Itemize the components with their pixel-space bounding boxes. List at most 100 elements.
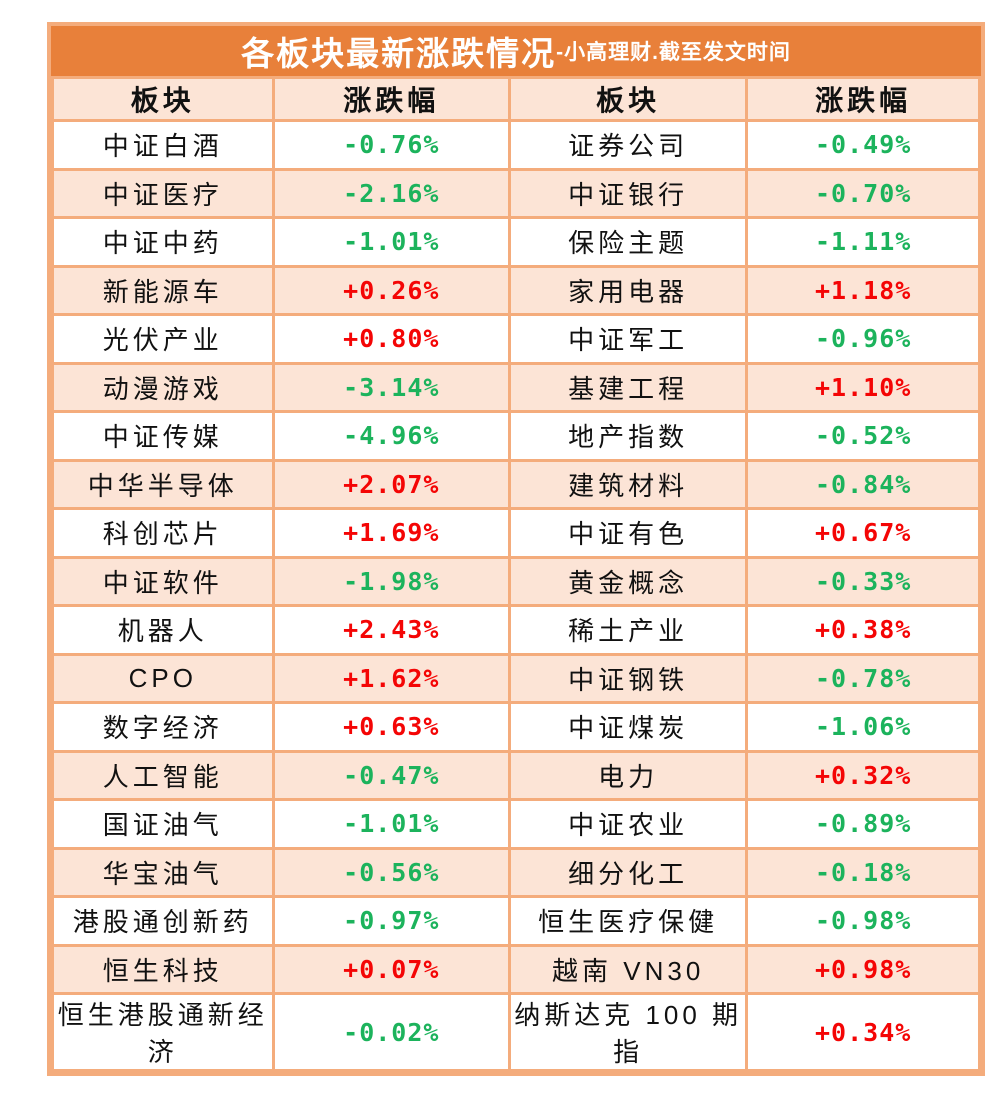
sector-cell-left: 中证医疗	[51, 167, 275, 219]
change-cell-left: -0.76%	[271, 119, 512, 171]
sector-cell-left: CPO	[51, 652, 275, 704]
change-cell-left: +0.26%	[271, 264, 512, 316]
col-header-sector-left: 板块	[51, 76, 275, 122]
table-row: 中华半导体 +2.07% 建筑材料 -0.84%	[51, 458, 981, 510]
table-row: 动漫游戏 -3.14% 基建工程 +1.10%	[51, 361, 981, 413]
change-cell-left: -2.16%	[271, 167, 512, 219]
change-cell-right: -0.98%	[745, 895, 981, 947]
change-cell-right: -0.89%	[745, 798, 981, 850]
sector-cell-right: 基建工程	[507, 361, 749, 413]
table-row: 港股通创新药 -0.97% 恒生医疗保健 -0.98%	[51, 895, 981, 947]
change-cell-right: -0.18%	[745, 846, 981, 898]
sector-cell-right: 中证煤炭	[507, 701, 749, 753]
col-header-change-left: 涨跌幅	[271, 76, 512, 122]
change-cell-right: +0.34%	[745, 992, 981, 1072]
sector-performance-table: 各板块最新涨跌情况 -小高理财.截至发文时间 板块 涨跌幅 板块 涨跌幅 中证白酒…	[47, 22, 985, 1076]
table-body: 中证白酒 -0.76% 证券公司 -0.49% 中证医疗 -2.16% 中证银行…	[51, 119, 981, 1072]
header-row: 板块 涨跌幅 板块 涨跌幅	[51, 76, 981, 122]
change-cell-right: +0.32%	[745, 749, 981, 801]
change-cell-left: +2.07%	[271, 458, 512, 510]
sector-cell-right: 证券公司	[507, 119, 749, 171]
sector-cell-right: 黄金概念	[507, 555, 749, 607]
change-cell-right: -0.49%	[745, 119, 981, 171]
change-cell-right: -0.70%	[745, 167, 981, 219]
table-title-bar: 各板块最新涨跌情况 -小高理财.截至发文时间	[51, 26, 981, 76]
change-cell-right: -1.11%	[745, 216, 981, 268]
table-row: 中证中药 -1.01% 保险主题 -1.11%	[51, 216, 981, 268]
table-row: CPO +1.62% 中证钢铁 -0.78%	[51, 652, 981, 704]
col-header-sector-right: 板块	[507, 76, 749, 122]
change-cell-left: +1.69%	[271, 507, 512, 559]
change-cell-right: +0.38%	[745, 604, 981, 656]
sector-cell-right: 中证农业	[507, 798, 749, 850]
sector-cell-right: 保险主题	[507, 216, 749, 268]
sector-cell-left: 恒生港股通新经济	[51, 992, 275, 1072]
change-cell-left: -1.98%	[271, 555, 512, 607]
table-row: 光伏产业 +0.80% 中证军工 -0.96%	[51, 313, 981, 365]
change-cell-left: +0.07%	[271, 943, 512, 995]
sector-cell-right: 中证钢铁	[507, 652, 749, 704]
sector-cell-left: 中证白酒	[51, 119, 275, 171]
table-row: 中证医疗 -2.16% 中证银行 -0.70%	[51, 167, 981, 219]
sector-cell-right: 中证银行	[507, 167, 749, 219]
sector-cell-left: 中证传媒	[51, 410, 275, 462]
change-cell-left: -3.14%	[271, 361, 512, 413]
table-row: 科创芯片 +1.69% 中证有色 +0.67%	[51, 507, 981, 559]
table-row: 中证传媒 -4.96% 地产指数 -0.52%	[51, 410, 981, 462]
col-header-change-right: 涨跌幅	[745, 76, 981, 122]
sector-cell-left: 人工智能	[51, 749, 275, 801]
change-cell-left: -1.01%	[271, 216, 512, 268]
sector-cell-left: 恒生科技	[51, 943, 275, 995]
sector-cell-right: 中证有色	[507, 507, 749, 559]
change-cell-right: -0.78%	[745, 652, 981, 704]
sector-cell-left: 光伏产业	[51, 313, 275, 365]
sector-cell-left: 数字经济	[51, 701, 275, 753]
sector-cell-right: 纳斯达克 100 期指	[507, 992, 749, 1072]
table-row: 恒生科技 +0.07% 越南 VN30 +0.98%	[51, 943, 981, 995]
sector-cell-right: 建筑材料	[507, 458, 749, 510]
change-cell-right: -0.84%	[745, 458, 981, 510]
sector-cell-right: 地产指数	[507, 410, 749, 462]
table-row: 人工智能 -0.47% 电力 +0.32%	[51, 749, 981, 801]
sector-cell-left: 动漫游戏	[51, 361, 275, 413]
sector-table: 板块 涨跌幅 板块 涨跌幅 中证白酒 -0.76% 证券公司 -0.49% 中证…	[51, 76, 981, 1072]
sector-cell-left: 机器人	[51, 604, 275, 656]
table-row: 恒生港股通新经济 -0.02% 纳斯达克 100 期指 +0.34%	[51, 992, 981, 1072]
change-cell-left: -0.47%	[271, 749, 512, 801]
table-row: 中证白酒 -0.76% 证券公司 -0.49%	[51, 119, 981, 171]
change-cell-right: +1.18%	[745, 264, 981, 316]
sector-cell-right: 恒生医疗保健	[507, 895, 749, 947]
change-cell-right: +0.67%	[745, 507, 981, 559]
table-row: 中证软件 -1.98% 黄金概念 -0.33%	[51, 555, 981, 607]
change-cell-right: +0.98%	[745, 943, 981, 995]
table-title-suffix: -小高理财.截至发文时间	[556, 41, 791, 64]
change-cell-left: -4.96%	[271, 410, 512, 462]
change-cell-left: +0.80%	[271, 313, 512, 365]
change-cell-left: -1.01%	[271, 798, 512, 850]
change-cell-right: -0.52%	[745, 410, 981, 462]
change-cell-right: -0.33%	[745, 555, 981, 607]
change-cell-right: -0.96%	[745, 313, 981, 365]
change-cell-left: +2.43%	[271, 604, 512, 656]
change-cell-left: +1.62%	[271, 652, 512, 704]
change-cell-right: -1.06%	[745, 701, 981, 753]
sector-cell-right: 细分化工	[507, 846, 749, 898]
change-cell-left: -0.97%	[271, 895, 512, 947]
table-row: 机器人 +2.43% 稀土产业 +0.38%	[51, 604, 981, 656]
sector-cell-left: 港股通创新药	[51, 895, 275, 947]
sector-cell-right: 稀土产业	[507, 604, 749, 656]
table-row: 数字经济 +0.63% 中证煤炭 -1.06%	[51, 701, 981, 753]
change-cell-left: -0.02%	[271, 992, 512, 1072]
table-row: 华宝油气 -0.56% 细分化工 -0.18%	[51, 846, 981, 898]
sector-cell-left: 华宝油气	[51, 846, 275, 898]
sector-cell-left: 国证油气	[51, 798, 275, 850]
sector-cell-right: 越南 VN30	[507, 943, 749, 995]
sector-cell-left: 中证软件	[51, 555, 275, 607]
sector-cell-right: 电力	[507, 749, 749, 801]
sector-cell-left: 中华半导体	[51, 458, 275, 510]
sector-cell-left: 新能源车	[51, 264, 275, 316]
change-cell-left: +0.63%	[271, 701, 512, 753]
change-cell-right: +1.10%	[745, 361, 981, 413]
table-row: 国证油气 -1.01% 中证农业 -0.89%	[51, 798, 981, 850]
